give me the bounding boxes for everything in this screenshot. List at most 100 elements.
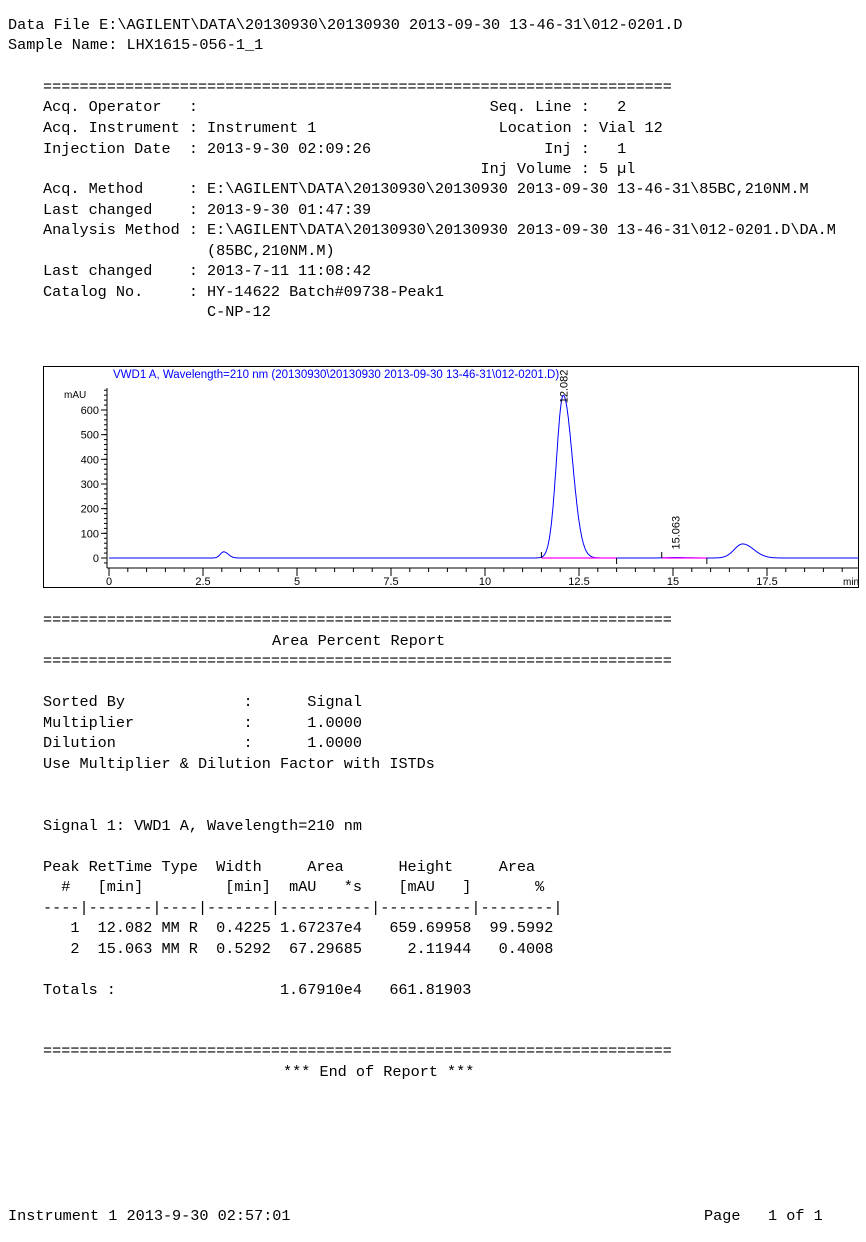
colon: : bbox=[188, 119, 198, 137]
x-tick-label: 0 bbox=[106, 576, 112, 588]
y-tick-label: 200 bbox=[81, 504, 99, 516]
catalog-row: Catalog No. : HY-14622 Batch#09738-Peak1 bbox=[43, 283, 863, 301]
analysis-method-value: E:\AGILENT\DATA\20130930\20130930 2013-0… bbox=[207, 221, 836, 239]
area-percent: 99.5992 bbox=[489, 919, 554, 937]
end-of-report: *** End of Report *** bbox=[283, 1063, 475, 1081]
colon: : bbox=[188, 98, 198, 116]
colon: : bbox=[580, 98, 590, 116]
sample-name: LHX1615-056-1_1 bbox=[126, 36, 264, 54]
peak-width: 0.5292 bbox=[216, 940, 271, 958]
table-row: 1 12.082 MM R 0.4225 1.67237e4 659.69958… bbox=[43, 919, 603, 937]
totals-label: Totals : bbox=[43, 981, 116, 999]
colon: : bbox=[580, 119, 590, 137]
totals-height: 661.81903 bbox=[389, 981, 472, 999]
chart-frame bbox=[43, 366, 859, 588]
y-tick-label: 500 bbox=[81, 430, 99, 442]
sample-name-label: Sample Name: bbox=[8, 36, 118, 54]
data-file-path: E:\AGILENT\DATA\20130930\20130930 2013-0… bbox=[99, 16, 683, 34]
table-row: 2 15.063 MM R 0.5292 67.29685 2.11944 0.… bbox=[43, 940, 603, 958]
peak-label: 12.082 bbox=[558, 370, 570, 404]
x-axis-label: min bbox=[843, 577, 859, 588]
x-tick-label: 10 bbox=[479, 576, 491, 588]
ret-time: 15.063 bbox=[97, 940, 153, 958]
data-file-line: Data File E:\AGILENT\DATA\20130930\20130… bbox=[8, 16, 682, 34]
catalog-value-2: C-NP-12 bbox=[207, 303, 271, 321]
inj-volume-value: 5 µl bbox=[598, 160, 636, 178]
peak-label: 15.063 bbox=[670, 516, 682, 550]
separator: ========================================… bbox=[43, 1042, 672, 1060]
last-changed-2-value: 2013-7-11 11:08:42 bbox=[207, 262, 372, 280]
x-tick-label: 17.5 bbox=[756, 576, 777, 588]
peak-type: MM R bbox=[161, 940, 198, 958]
last-changed-row: Last changed : 2013-9-30 01:47:39 bbox=[43, 201, 863, 219]
instrument-value: Instrument 1 bbox=[207, 119, 317, 137]
operator-row: Acq. Operator : Seq. Line : 2 bbox=[43, 98, 863, 116]
colon: : bbox=[580, 160, 590, 178]
peak-height: 659.69958 bbox=[389, 919, 472, 937]
peak-area: 67.29685 bbox=[289, 940, 362, 958]
colon: : bbox=[188, 221, 198, 239]
y-tick-label: 100 bbox=[81, 528, 99, 540]
analysis-method-value-2: (85BC,210NM.M) bbox=[207, 242, 335, 260]
last-changed-2-row: Last changed : 2013-7-11 11:08:42 bbox=[43, 262, 863, 280]
table-header-2: # [min] [min] mAU *s [mAU ] % bbox=[43, 878, 545, 896]
table-header-1: Peak RetTime Type Width Area Height Area bbox=[43, 858, 536, 876]
multiplier-value: 1.0000 bbox=[307, 714, 362, 732]
data-file-label: Data File bbox=[8, 16, 91, 34]
peak-number: 2 bbox=[70, 940, 80, 958]
colon: : bbox=[243, 734, 253, 752]
chart-title: VWD1 A, Wavelength=210 nm (20130930\2013… bbox=[113, 369, 559, 381]
label: Last changed bbox=[43, 262, 153, 280]
signal-trace bbox=[109, 394, 859, 559]
x-tick-label: 12.5 bbox=[568, 576, 589, 588]
separator: ========================================… bbox=[43, 78, 672, 96]
catalog-row-2: C-NP-12 bbox=[43, 303, 863, 321]
istd-note: Use Multiplier & Dilution Factor with IS… bbox=[43, 755, 435, 773]
label: Acq. Method bbox=[43, 180, 144, 198]
totals-row: Totals : 1.67910e4 661.81903 bbox=[43, 981, 603, 999]
separator: ========================================… bbox=[43, 611, 672, 629]
footer-instrument-time: Instrument 1 2013-9-30 02:57:01 bbox=[8, 1207, 291, 1225]
chromatogram-chart: VWD1 A, Wavelength=210 nm (20130930\2013… bbox=[43, 366, 859, 588]
catalog-value: HY-14622 Batch#09738-Peak1 bbox=[207, 283, 445, 301]
colon: : bbox=[188, 140, 198, 158]
colon: : bbox=[243, 693, 253, 711]
x-tick-label: 15 bbox=[667, 576, 679, 588]
label: Dilution bbox=[43, 734, 116, 752]
injection-date-value: 2013-9-30 02:09:26 bbox=[207, 140, 372, 158]
totals-area: 1.67910e4 bbox=[279, 981, 362, 999]
footer-page-number: 1 of 1 bbox=[768, 1207, 823, 1225]
dilution-row: Dilution : 1.0000 bbox=[43, 734, 543, 752]
label: Catalog No. bbox=[43, 283, 144, 301]
y-tick-label: 300 bbox=[81, 479, 99, 491]
peak-area: 1.67237e4 bbox=[279, 919, 362, 937]
y-axis-label: mAU bbox=[64, 390, 86, 401]
x-tick-label: 2.5 bbox=[195, 576, 210, 588]
x-tick-label: 5 bbox=[294, 576, 300, 588]
footer-page-label: Page bbox=[704, 1207, 741, 1225]
area-percent: 0.4008 bbox=[498, 940, 554, 958]
label: Inj Volume bbox=[480, 160, 572, 178]
inj-value: 1 bbox=[617, 140, 627, 158]
peak-type: MM R bbox=[161, 919, 198, 937]
colon: : bbox=[188, 201, 198, 219]
acq-method-row: Acq. Method : E:\AGILENT\DATA\20130930\2… bbox=[43, 180, 863, 198]
peak-width: 0.4225 bbox=[216, 919, 271, 937]
instrument-row: Acq. Instrument : Instrument 1 Location … bbox=[43, 119, 863, 137]
y-tick-label: 400 bbox=[81, 454, 99, 466]
sample-name-line: Sample Name: LHX1615-056-1_1 bbox=[8, 36, 263, 54]
location-value: Vial 12 bbox=[598, 119, 663, 137]
label: Injection Date bbox=[43, 140, 171, 158]
peak-height: 2.11944 bbox=[407, 940, 472, 958]
label: Seq. Line bbox=[489, 98, 572, 116]
label: Sorted By bbox=[43, 693, 126, 711]
colon: : bbox=[188, 180, 198, 198]
peak-number: 1 bbox=[70, 919, 80, 937]
y-tick-label: 0 bbox=[93, 553, 99, 565]
multiplier-row: Multiplier : 1.0000 bbox=[43, 714, 543, 732]
colon: : bbox=[188, 283, 198, 301]
label: Inj bbox=[544, 140, 572, 158]
label: Analysis Method bbox=[43, 221, 180, 239]
y-tick-label: 600 bbox=[81, 405, 99, 417]
colon: : bbox=[243, 714, 253, 732]
